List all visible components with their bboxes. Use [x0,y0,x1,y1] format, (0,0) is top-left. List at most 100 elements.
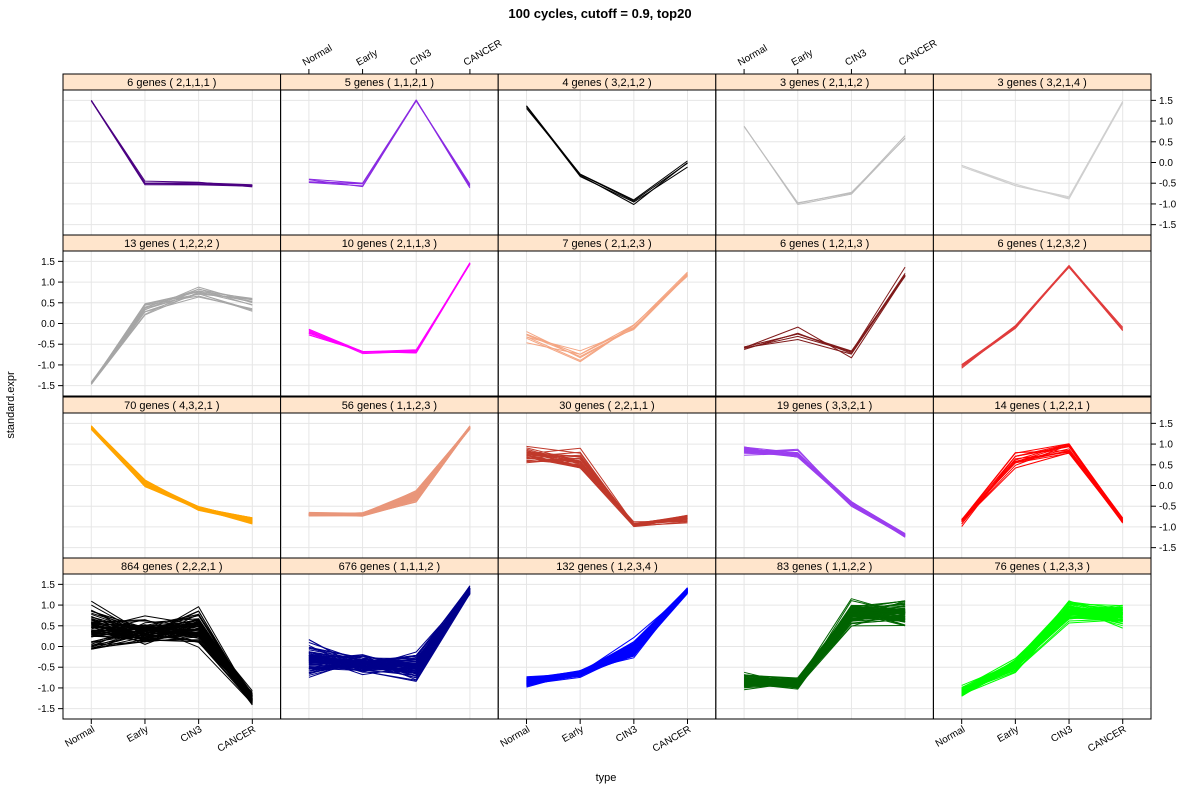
x-tick-label: Early [560,724,585,745]
gene-line [526,589,688,683]
panel-strip-label: 132 genes ( 1,2,3,4 ) [556,561,658,573]
gene-line [90,427,253,525]
gene-line [90,100,253,186]
gene-line [526,591,688,686]
gene-line [526,588,688,687]
gene-line [91,618,253,703]
gene-line [961,613,1123,690]
series-lines [308,99,471,189]
panel-strip-label: 6 genes ( 2,1,1,1 ) [127,77,216,89]
series-lines [91,600,253,706]
gene-line [308,263,471,353]
gene-line [308,427,471,515]
gene-line [743,126,906,204]
y-tick-label: -0.5 [38,340,56,351]
y-tick-label: 1.0 [1159,117,1173,128]
gene-line [90,291,253,385]
gene-line [526,587,688,684]
panel-17: 676 genes ( 1,1,1,2 ) [280,557,499,720]
gene-line [526,451,688,524]
gene-line [526,591,688,685]
gene-line [308,427,471,516]
y-tick-label: -1.5 [1159,220,1177,231]
gene-line [961,605,1123,692]
gene-line [91,623,253,702]
x-tick-label: CIN3 [408,47,434,68]
gene-line [90,295,253,385]
panel-3: 4 genes ( 3,2,1,2 ) [497,73,717,236]
gene-line [90,428,253,523]
gene-line [90,425,253,519]
panel-strip-label: 70 genes ( 4,3,2,1 ) [124,400,219,412]
gene-line [744,446,906,538]
gene-line [90,427,253,520]
gene-line [91,626,253,696]
gene-line [90,426,253,520]
gene-line [526,591,688,684]
series-lines [961,600,1123,697]
gene-line [90,427,253,520]
gene-line [526,589,688,685]
gene-line [90,427,253,519]
gene-line [90,427,253,523]
gene-line [90,425,253,520]
panel-grid [715,90,934,235]
gene-line [308,426,471,516]
panel-12: 56 genes ( 1,1,2,3 ) [280,396,499,559]
gene-line [90,426,253,523]
gene-line [526,592,688,683]
series-lines [90,286,253,385]
panel-strip-label: 30 genes ( 2,2,1,1 ) [559,400,654,412]
gene-line [308,427,471,516]
gene-line [90,428,253,522]
gene-line [90,426,253,523]
y-tick-label: -0.5 [1159,502,1177,513]
gene-line [90,428,253,519]
gene-line [90,425,253,522]
gene-line [308,263,471,353]
panel-9: 6 genes ( 1,2,1,3 ) [715,234,934,397]
x-tick-label: Early [125,724,150,745]
gene-line [90,296,253,385]
gene-line [91,622,253,695]
gene-line [526,588,688,684]
gene-line [961,443,1124,522]
panel-14: 19 genes ( 3,3,2,1 ) [715,396,934,559]
gene-line [526,589,688,681]
gene-line [90,428,253,520]
y-tick-label: 0.5 [1159,460,1173,471]
panel-19: 83 genes ( 1,1,2,2 ) [715,557,934,720]
gene-line [526,106,688,203]
gene-line [526,590,688,683]
gene-line [90,426,253,524]
gene-line [308,426,471,515]
gene-line [526,588,688,682]
panel-7: 10 genes ( 2,1,1,3 ) [280,234,499,397]
chart-title: 100 cycles, cutoff = 0.9, top20 [508,6,691,21]
x-tick-label: Normal [934,724,967,750]
gene-line [308,587,471,679]
gene-line [90,427,253,522]
series-lines [744,446,906,538]
y-tick-label: 0.5 [1159,137,1173,148]
panel-strip-label: 3 genes ( 3,2,1,4 ) [998,77,1087,89]
gene-line [961,102,1124,199]
gene-line [90,426,253,522]
series-lines [526,271,688,363]
gene-line [744,450,906,538]
panel-strip-label: 19 genes ( 3,3,2,1 ) [777,400,872,412]
panel-grid [280,90,499,235]
y-tick-label: 1.5 [41,257,55,268]
series-lines [526,445,688,528]
gene-line [526,448,688,526]
x-tick-label: CIN3 [1049,724,1075,745]
gene-line [308,427,471,516]
gene-line [526,590,688,681]
gene-line [961,100,1124,198]
gene-line [90,426,253,522]
gene-line [526,591,688,686]
gene-line [308,427,471,515]
gene-line [90,100,253,187]
panel-strip-label: 76 genes ( 1,2,3,3 ) [994,561,1089,573]
gene-line [744,606,906,683]
